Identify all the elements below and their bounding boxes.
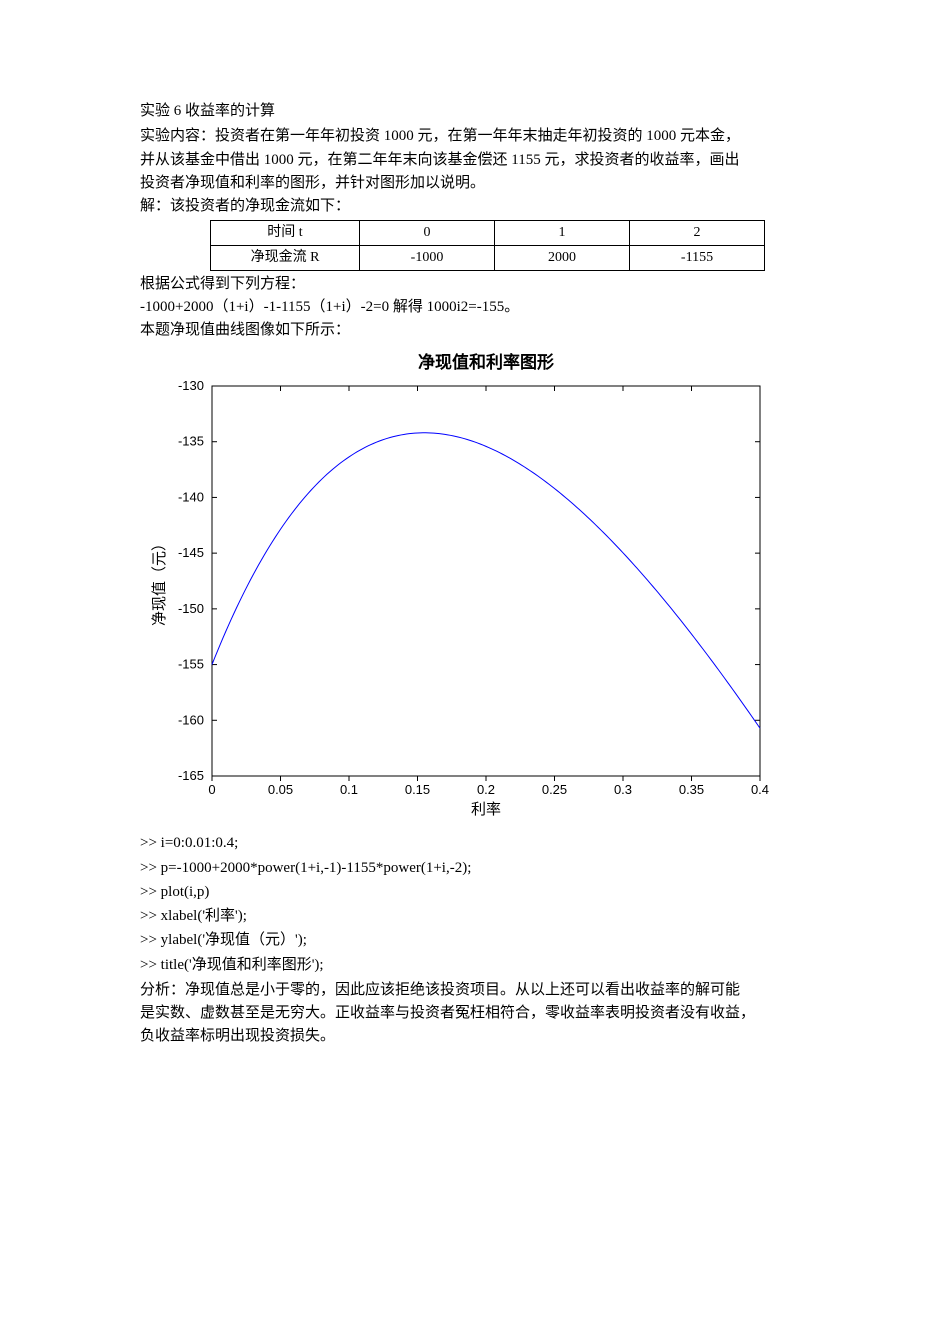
svg-text:0.1: 0.1: [340, 782, 358, 797]
after-table-3: 本题净现值曲线图像如下所示：: [140, 319, 805, 342]
code-line: >> title('净现值和利率图形');: [140, 954, 805, 977]
doc-heading: 实验 6 收益率的计算: [140, 100, 805, 123]
svg-text:0: 0: [208, 782, 215, 797]
table-cell: -1000: [360, 245, 495, 270]
code-line: >> p=-1000+2000*power(1+i,-1)-1155*power…: [140, 857, 805, 880]
svg-text:0.15: 0.15: [405, 782, 430, 797]
after-table-2: -1000+2000（1+i）-1-1155（1+i）-2=0 解得 1000i…: [140, 296, 805, 319]
svg-text:-155: -155: [178, 657, 204, 672]
svg-text:-140: -140: [178, 490, 204, 505]
svg-text:-130: -130: [178, 378, 204, 393]
code-line: >> i=0:0.01:0.4;: [140, 832, 805, 855]
svg-text:-150: -150: [178, 601, 204, 616]
cashflow-table: 时间 t 0 1 2 净现金流 R -1000 2000 -1155: [210, 220, 765, 270]
svg-text:0.3: 0.3: [614, 782, 632, 797]
svg-text:0.2: 0.2: [477, 782, 495, 797]
svg-text:0.25: 0.25: [542, 782, 567, 797]
table-row: 时间 t 0 1 2: [211, 221, 765, 246]
intro-line-4: 解：该投资者的净现金流如下：: [140, 195, 805, 218]
intro-line-3: 投资者净现值和利率的图形，并针对图形加以说明。: [140, 172, 805, 195]
table-cell: 净现金流 R: [211, 245, 360, 270]
analysis-line: 是实数、虚数甚至是无穷大。正收益率与投资者冤枉相符合，零收益率表明投资者没有收益…: [140, 1002, 805, 1025]
analysis-line: 分析：净现值总是小于零的，因此应该拒绝该投资项目。从以上还可以看出收益率的解可能: [140, 979, 805, 1002]
code-line: >> ylabel('净现值（元）');: [140, 929, 805, 952]
svg-text:-165: -165: [178, 768, 204, 783]
table-cell: 1: [495, 221, 630, 246]
intro-line-1: 实验内容：投资者在第一年年初投资 1000 元，在第一年年末抽走年初投资的 10…: [140, 125, 805, 148]
svg-text:净现值（元）: 净现值（元）: [151, 536, 168, 626]
table-cell: 时间 t: [211, 221, 360, 246]
table-cell: 2: [630, 221, 765, 246]
svg-text:-160: -160: [178, 713, 204, 728]
table-cell: 2000: [495, 245, 630, 270]
svg-text:净现值和利率图形: 净现值和利率图形: [418, 352, 554, 372]
svg-text:0.05: 0.05: [268, 782, 293, 797]
table-cell: 0: [360, 221, 495, 246]
svg-text:0.35: 0.35: [679, 782, 704, 797]
code-line: >> plot(i,p): [140, 881, 805, 904]
analysis-line: 负收益率标明出现投资损失。: [140, 1025, 805, 1048]
table-cell: -1155: [630, 245, 765, 270]
svg-text:-145: -145: [178, 546, 204, 561]
svg-text:利率: 利率: [471, 801, 501, 818]
svg-text:-135: -135: [178, 434, 204, 449]
table-row: 净现金流 R -1000 2000 -1155: [211, 245, 765, 270]
chart-svg: 0 0.05 0.1 0.15 0.2 0.25 0.3 0.35 0.4 -165 -160 -15…: [140, 346, 780, 826]
npv-chart: 0 0.05 0.1 0.15 0.2 0.25 0.3 0.35 0.4 -165 -160 -15…: [140, 346, 780, 826]
after-table-1: 根据公式得到下列方程：: [140, 273, 805, 296]
code-line: >> xlabel('利率');: [140, 905, 805, 928]
svg-text:0.4: 0.4: [751, 782, 769, 797]
intro-line-2: 并从该基金中借出 1000 元，在第二年年末向该基金偿还 1155 元，求投资者…: [140, 149, 805, 172]
